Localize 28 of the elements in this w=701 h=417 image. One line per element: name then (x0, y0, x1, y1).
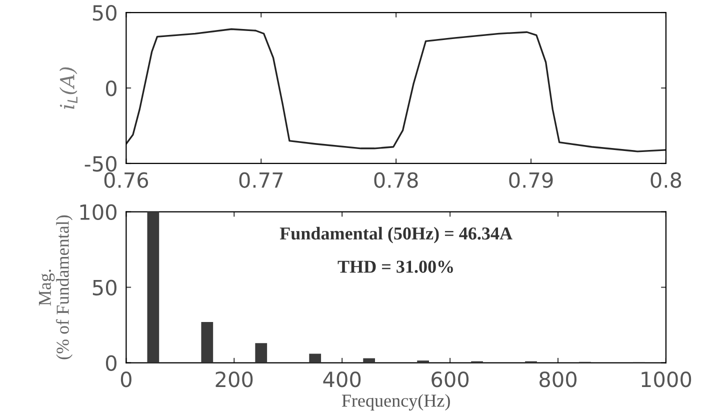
x-axis-title: Frequency(Hz) (342, 394, 450, 410)
y-axis-title: Mag. (% of Fundamental) (38, 215, 73, 360)
bar (147, 212, 160, 363)
x-tick-label: 0 (120, 371, 132, 388)
y-tick-label: 50 (92, 280, 116, 296)
annotation: Fundamental (50Hz) = 46.34A (280, 226, 512, 244)
line-series (126, 28, 666, 152)
bar (201, 322, 214, 363)
bar (255, 343, 268, 363)
x-tick-label: 0.76 (104, 172, 148, 188)
x-tick-label: 0.77 (239, 172, 283, 188)
bar (309, 354, 322, 363)
x-tick-label: 200 (216, 371, 253, 388)
y-axis-title: i$_{L}$(A) (59, 67, 78, 109)
y-tick-label: 100 (80, 204, 116, 220)
x-tick-label: 400 (323, 371, 361, 388)
y-tick-label: 0 (106, 80, 116, 96)
annotation: THD = 31.00% (338, 260, 453, 273)
x-tick-label: 1000 (642, 371, 692, 388)
x-tick-label: 800 (540, 371, 576, 388)
y-tick-label: 0 (106, 355, 116, 371)
x-tick-label: 600 (432, 371, 469, 388)
x-tick-label: 0.8 (650, 172, 682, 188)
x-tick-label: 0.79 (509, 172, 553, 188)
bar (363, 358, 376, 363)
y-tick-label: -50 (84, 156, 116, 172)
x-tick-label: 0.78 (374, 172, 418, 188)
y-tick-label: 50 (92, 4, 116, 21)
